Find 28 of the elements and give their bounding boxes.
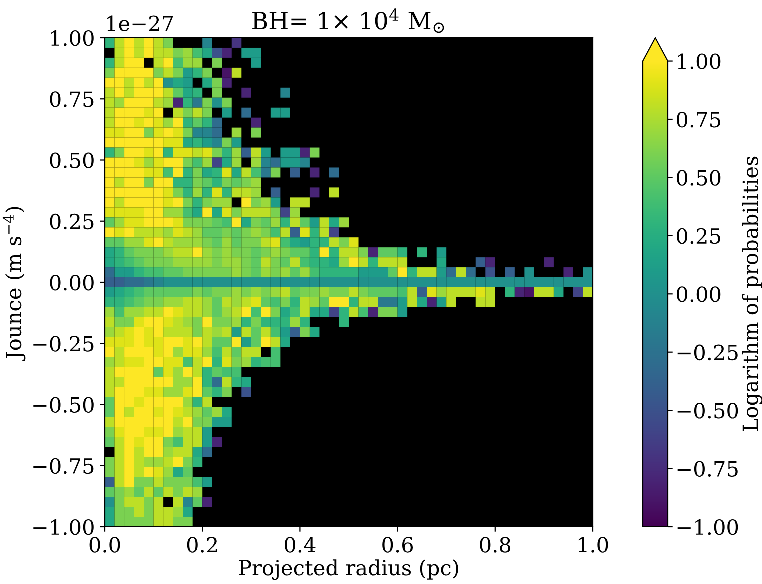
x-tick-label: 1.0 [578, 537, 608, 553]
y-tick-label: −0.50 [34, 397, 94, 413]
y-tick-label: −0.75 [34, 458, 94, 474]
color-bar-label: 0.75 [677, 112, 720, 128]
color-bar-label: 1.00 [678, 54, 721, 70]
x-axis-title: Projected radius (pc) [239, 560, 458, 580]
y-tick-label: 0.25 [50, 214, 94, 230]
x-tick-label: 0.2 [187, 537, 218, 553]
color-bar-label: 0.00 [677, 286, 721, 302]
color-bar-label: −0.25 [678, 344, 738, 361]
x-tick-label: 0.6 [382, 537, 414, 553]
color-bar-label: −1.00 [678, 519, 738, 536]
chart-title: BH= 1× 10$^{4}$ M$_{⊙}$ [252, 8, 444, 34]
y-tick-label: −1.00 [34, 519, 94, 536]
x-tick-label: 0.8 [480, 537, 511, 553]
color-bar-label: 0.50 [677, 170, 721, 186]
y-tick-label: 0.75 [50, 92, 94, 108]
color-bar-label: 0.25 [677, 228, 720, 244]
color-bar-label: −0.50 [678, 403, 738, 419]
y-tick-label: 1.00 [51, 30, 94, 46]
y-tick-label: 0.00 [50, 274, 94, 291]
color-bar-label: −0.75 [678, 461, 738, 477]
y-tick-label: −0.25 [34, 336, 94, 352]
x-tick-label: 0.4 [285, 537, 316, 553]
x-tick-label: 0.0 [90, 537, 120, 553]
y-tick-label: 0.50 [50, 152, 94, 168]
y-axis-title: Jounce (m s$^{−4}$) [2, 207, 26, 362]
text: 1e−27 [108, 16, 174, 32]
